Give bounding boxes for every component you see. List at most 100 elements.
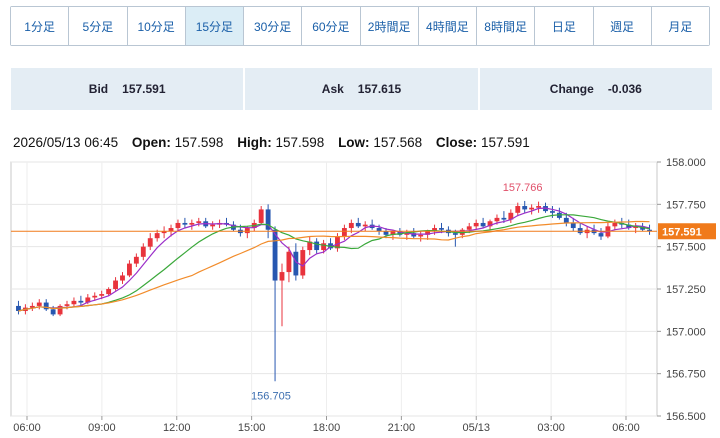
ask-label: Ask	[321, 82, 344, 96]
candle-body	[64, 304, 70, 306]
candle-body	[563, 217, 569, 223]
low-label: Low:	[338, 135, 370, 150]
candle-body	[57, 305, 63, 315]
candle-body	[397, 231, 403, 235]
tab-4[interactable]: 30分足	[244, 7, 303, 45]
candle-body	[293, 251, 299, 276]
candle-body	[452, 233, 458, 235]
candle-body	[550, 211, 555, 213]
ask-cell: Ask 157.615	[245, 68, 480, 110]
candle-body	[515, 206, 521, 213]
candle-body	[71, 300, 77, 305]
y-tick-label: 157.250	[666, 284, 706, 296]
candle-body	[258, 209, 264, 223]
x-tick-label: 15:00	[238, 422, 266, 434]
tab-11[interactable]: 月足	[651, 7, 709, 45]
candle-body	[473, 222, 479, 227]
candle-body	[362, 224, 368, 227]
tab-7[interactable]: 4時間足	[418, 7, 477, 45]
bid-label: Bid	[88, 82, 109, 96]
x-tick-label: 18:00	[313, 422, 341, 434]
candle-body	[78, 300, 84, 303]
bid-value: 157.591	[122, 82, 166, 96]
candle-body	[508, 212, 514, 220]
candle-body	[647, 229, 652, 232]
ohlc-datetime: 2026/05/13 06:45	[13, 135, 119, 150]
bid-cell: Bid 157.591	[11, 68, 246, 110]
candle-body	[376, 228, 382, 232]
candle-body	[99, 294, 105, 296]
candle-body	[355, 222, 361, 227]
candle-body	[390, 231, 396, 235]
candle-body	[43, 302, 49, 310]
quote-bar: Bid 157.591 Ask 157.615 Change -0.036	[11, 68, 712, 110]
low-value: 157.568	[373, 135, 423, 150]
candle-body	[85, 297, 91, 303]
candle-body	[113, 280, 118, 289]
x-tick-label: 06:00	[13, 422, 41, 434]
candle-body	[577, 228, 583, 234]
last-price-badge	[658, 223, 716, 240]
high-label: High:	[237, 135, 272, 150]
candle-body	[36, 302, 42, 306]
candle-body	[529, 207, 535, 210]
change-label: Change	[549, 82, 594, 96]
y-tick-label: 156.500	[666, 411, 706, 423]
tab-8[interactable]: 8時間足	[477, 7, 536, 45]
y-tick-label: 157.000	[666, 326, 706, 338]
tab-9[interactable]: 日足	[535, 7, 594, 45]
candle-body	[92, 295, 98, 298]
timeframe-tabs: 1分足 5分足 10分足 15分足 30分足 60分足 2時間足 4時間足 8時間足 日足 週足 月足	[10, 6, 710, 46]
candle-body	[314, 241, 320, 251]
candle-body	[279, 272, 285, 281]
tab-5[interactable]: 60分足	[302, 7, 361, 45]
candle-body	[494, 217, 500, 222]
open-value: 157.598	[174, 135, 224, 150]
candle-body	[210, 224, 216, 227]
tab-3[interactable]: 15分足	[185, 7, 244, 45]
low-annotation: 156.705	[251, 390, 291, 402]
candle-body	[321, 243, 327, 251]
x-tick-label: 03:00	[537, 422, 565, 434]
candle-body	[432, 228, 437, 232]
candle-body	[196, 221, 202, 223]
candle-body	[175, 222, 181, 229]
ohlc-readout: 2026/05/13 06:45 Open: 157.598 High: 157…	[13, 135, 530, 150]
ask-value: 157.615	[357, 82, 402, 96]
candle-body	[633, 226, 639, 229]
y-tick-label: 157.750	[666, 199, 706, 211]
candle-body	[626, 224, 632, 229]
price-chart[interactable]: 158.000 157.750 157.500 157.250 157.000 156.7…	[0, 150, 720, 438]
candle-body	[168, 228, 174, 232]
tab-2[interactable]: 10分足	[127, 7, 186, 45]
ma-fast-line	[18, 207, 650, 312]
y-tick-label: 158.000	[666, 157, 706, 169]
x-tick-label: 06:00	[612, 422, 640, 434]
tab-0[interactable]: 1分足	[11, 7, 70, 45]
x-tick-label: 21:00	[388, 422, 416, 434]
candle-body	[300, 250, 306, 276]
candle-body	[29, 305, 35, 308]
candle-body	[335, 236, 340, 249]
candle-body	[120, 275, 125, 281]
candle-body	[522, 206, 528, 210]
tab-6[interactable]: 2時間足	[360, 7, 419, 45]
candle-body	[50, 309, 56, 315]
candle-body	[411, 233, 417, 237]
candle-body	[425, 231, 431, 235]
candle-body	[404, 233, 410, 235]
open-label: Open:	[131, 135, 171, 150]
high-value: 157.598	[275, 135, 325, 150]
change-cell: Change -0.036	[480, 68, 712, 110]
tab-1[interactable]: 5分足	[69, 7, 128, 45]
candle-body	[487, 221, 493, 227]
candle-body	[244, 228, 250, 234]
candle-body	[140, 246, 146, 257]
close-value: 157.591	[480, 135, 530, 150]
candle-body	[570, 222, 576, 229]
candle-body	[133, 256, 139, 264]
change-value: -0.036	[607, 82, 642, 96]
tab-10[interactable]: 週足	[593, 7, 652, 45]
candle-body	[182, 222, 188, 225]
candle-body	[16, 305, 21, 312]
